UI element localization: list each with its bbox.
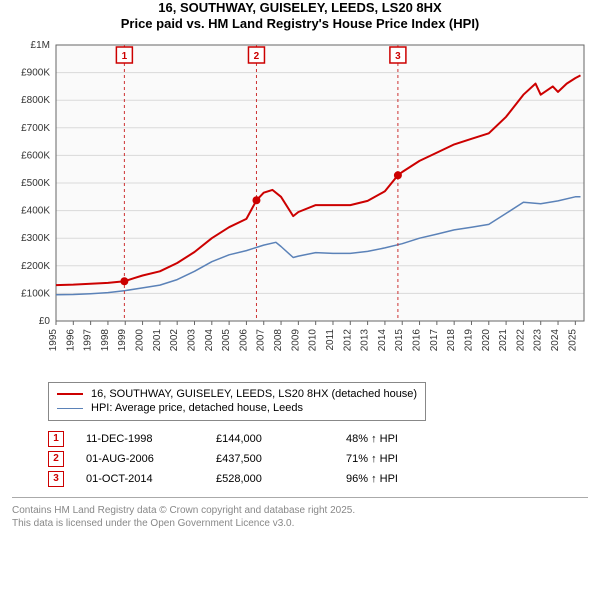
svg-text:£400K: £400K (21, 205, 50, 216)
svg-text:2006: 2006 (238, 328, 249, 351)
title-line2: Price paid vs. HM Land Registry's House … (0, 16, 600, 32)
svg-text:2021: 2021 (498, 328, 509, 351)
svg-text:2020: 2020 (481, 328, 492, 351)
sale-price: £528,000 (216, 473, 346, 485)
table-row: 2 01-AUG-2006 £437,500 71% ↑ HPI (48, 451, 588, 467)
svg-text:£100K: £100K (21, 288, 50, 299)
svg-text:2010: 2010 (308, 328, 319, 351)
svg-text:2012: 2012 (342, 328, 353, 351)
svg-text:£700K: £700K (21, 122, 50, 133)
legend: 16, SOUTHWAY, GUISELEY, LEEDS, LS20 8HX … (48, 382, 426, 422)
svg-text:2009: 2009 (290, 328, 301, 351)
svg-text:2023: 2023 (533, 328, 544, 351)
legend-item-property: 16, SOUTHWAY, GUISELEY, LEEDS, LS20 8HX … (57, 387, 417, 402)
sale-marker-1: 1 (48, 431, 64, 447)
price-chart: £0 £100K £200K £300K £400K £500K £600K £700K £80… (12, 39, 588, 369)
sale-date: 01-OCT-2014 (86, 473, 216, 485)
legend-label-hpi: HPI: Average price, detached house, Leed… (91, 401, 303, 416)
sale-date: 11-DEC-1998 (86, 433, 216, 445)
table-row: 1 11-DEC-1998 £144,000 48% ↑ HPI (48, 431, 588, 447)
sale-price: £144,000 (216, 433, 346, 445)
svg-text:1: 1 (122, 51, 128, 62)
svg-text:£1M: £1M (31, 40, 50, 51)
svg-text:2018: 2018 (446, 328, 457, 351)
svg-text:2002: 2002 (169, 328, 180, 351)
svg-text:2022: 2022 (515, 328, 526, 351)
svg-text:2008: 2008 (273, 328, 284, 351)
svg-text:2007: 2007 (256, 328, 267, 351)
sale-hpi: 96% ↑ HPI (346, 473, 456, 485)
svg-text:£900K: £900K (21, 67, 50, 78)
svg-text:£800K: £800K (21, 95, 50, 106)
sale-marker-2: 2 (48, 451, 64, 467)
title-line1: 16, SOUTHWAY, GUISELEY, LEEDS, LS20 8HX (0, 0, 600, 16)
sales-table: 1 11-DEC-1998 £144,000 48% ↑ HPI 2 01-AU… (48, 431, 588, 487)
svg-text:2019: 2019 (463, 328, 474, 351)
svg-text:1997: 1997 (83, 328, 94, 351)
footer-line1: Contains HM Land Registry data © Crown c… (12, 504, 588, 517)
sale-price: £437,500 (216, 453, 346, 465)
legend-label-property: 16, SOUTHWAY, GUISELEY, LEEDS, LS20 8HX … (91, 387, 417, 402)
sale-hpi: 48% ↑ HPI (346, 433, 456, 445)
legend-item-hpi: HPI: Average price, detached house, Leed… (57, 401, 417, 416)
svg-text:2011: 2011 (325, 328, 336, 350)
svg-text:1998: 1998 (100, 328, 111, 351)
footer: Contains HM Land Registry data © Crown c… (12, 497, 588, 530)
chart-container: £0 £100K £200K £300K £400K £500K £600K £700K £80… (12, 39, 588, 374)
svg-text:2017: 2017 (429, 328, 440, 351)
sale-hpi: 71% ↑ HPI (346, 453, 456, 465)
legend-swatch-property (57, 393, 83, 395)
svg-text:£300K: £300K (21, 233, 50, 244)
svg-text:2025: 2025 (567, 328, 578, 351)
chart-title: 16, SOUTHWAY, GUISELEY, LEEDS, LS20 8HX … (0, 0, 600, 33)
svg-text:1999: 1999 (117, 328, 128, 351)
svg-text:3: 3 (395, 51, 401, 62)
svg-text:2004: 2004 (204, 328, 215, 351)
svg-text:2016: 2016 (412, 328, 423, 351)
svg-text:2005: 2005 (221, 328, 232, 351)
svg-text:£0: £0 (39, 316, 51, 327)
svg-text:2001: 2001 (152, 328, 163, 351)
svg-text:2000: 2000 (135, 328, 146, 351)
svg-text:£200K: £200K (21, 260, 50, 271)
footer-line2: This data is licensed under the Open Gov… (12, 517, 588, 530)
svg-text:1996: 1996 (65, 328, 76, 351)
svg-text:2: 2 (254, 51, 260, 62)
svg-text:2003: 2003 (186, 328, 197, 351)
svg-text:1995: 1995 (48, 328, 59, 351)
sale-marker-3: 3 (48, 471, 64, 487)
sale-date: 01-AUG-2006 (86, 453, 216, 465)
table-row: 3 01-OCT-2014 £528,000 96% ↑ HPI (48, 471, 588, 487)
svg-text:2013: 2013 (360, 328, 371, 351)
svg-text:£500K: £500K (21, 178, 50, 189)
svg-text:£600K: £600K (21, 150, 50, 161)
svg-text:2014: 2014 (377, 328, 388, 351)
svg-text:2024: 2024 (550, 328, 561, 351)
svg-text:2015: 2015 (394, 328, 405, 351)
legend-swatch-hpi (57, 408, 83, 409)
